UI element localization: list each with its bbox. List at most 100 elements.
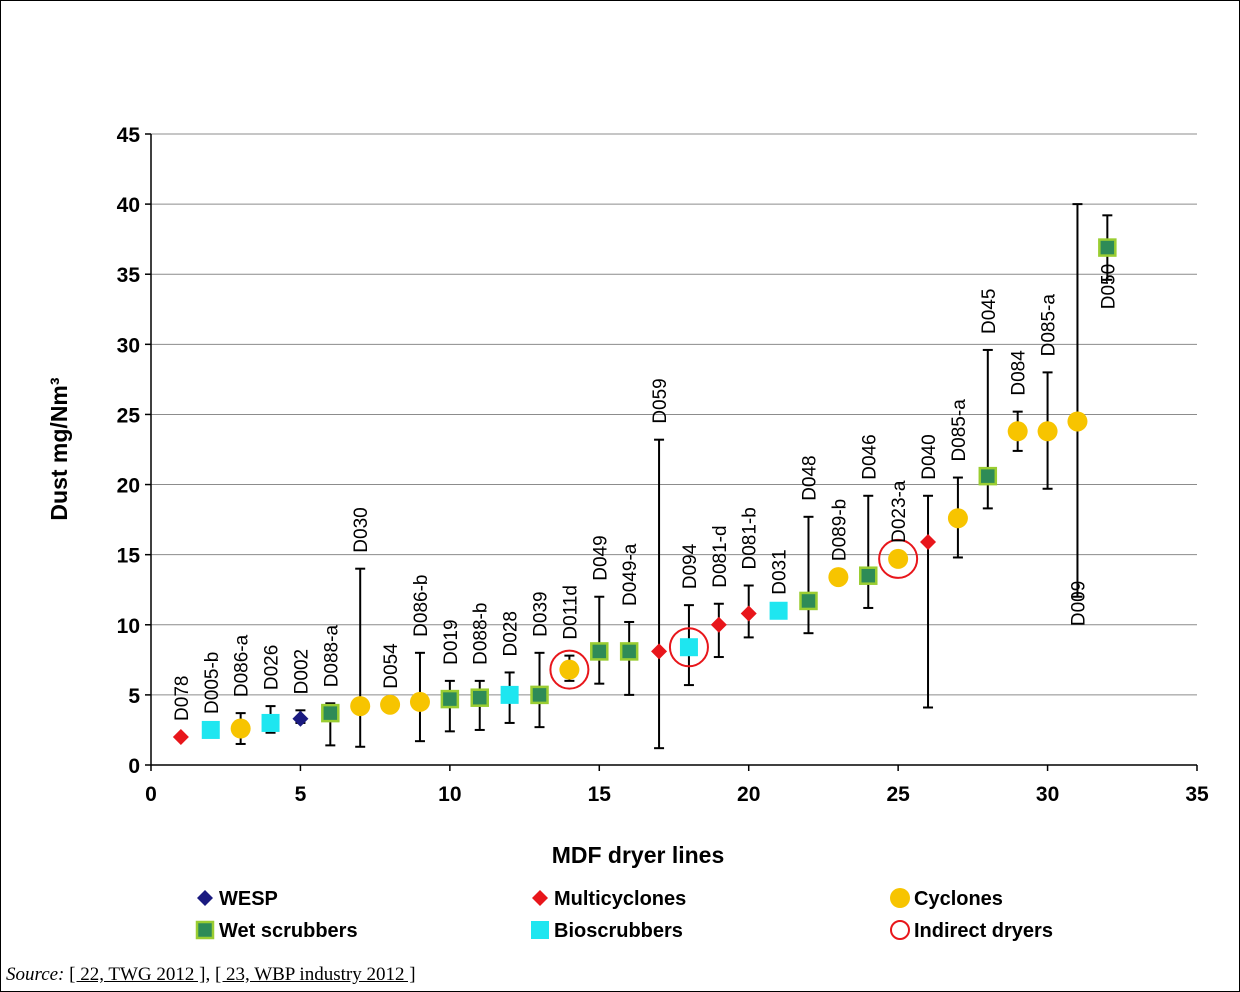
y-axis-title: Dust mg/Nm³ [46,377,72,520]
data-point-32 [1098,238,1117,257]
data-point-8 [380,694,401,715]
point-label-8: D054 [381,643,402,689]
data-point-22 [799,591,818,611]
data-point-28 [978,466,998,486]
point-label-6: D088-a [321,625,342,688]
point-label-31: D009 [1068,581,1089,626]
legend: WESP Multicyclones Cyclones Wet scrubbers Bi… [195,888,1053,942]
point-label-2: D005-b [202,652,223,714]
indirect-dryer-ring-25 [878,538,919,579]
data-point-3 [230,718,251,739]
indirect-dryer-ring-14 [549,649,590,690]
data-point-4 [261,713,280,732]
point-label-7: D030 [351,507,372,552]
point-label-20: D081-b [740,507,761,569]
legend-label-bioscrubbers: Bioscrubbers [554,920,683,942]
source-ref-2[interactable]: [ 23, WBP industry 2012 ] [214,964,416,985]
data-point-27 [947,508,968,529]
y-tick-label-15: 15 [117,545,141,568]
data-point-17 [651,643,668,660]
grid-lines [151,133,1197,696]
data-point-12 [500,685,519,704]
point-label-26: D040 [919,434,940,479]
legend-label-wet_scrubbers: Wet scrubbers [219,920,358,942]
data-point-1 [172,728,189,745]
x-tick-label-15: 15 [588,783,612,806]
y-tick-label-5: 5 [128,685,140,708]
x-tick-label-35: 35 [1185,783,1209,806]
data-point-29 [1007,421,1028,442]
point-label-13: D039 [531,591,552,636]
legend-marker-indirect_dryers [890,920,910,940]
legend-label-multicyclones: Multicyclones [554,888,686,910]
data-point-14 [559,659,580,680]
point-label-21: D031 [770,549,791,594]
y-tick-label-35: 35 [117,264,141,287]
point-label-16: D049-a [620,543,641,606]
y-tick-label-45: 45 [117,124,141,147]
point-label-11: D088-b [471,603,492,665]
data-point-21 [769,601,788,620]
data-point-30 [1037,421,1058,442]
legend-marker-wesp [197,890,213,906]
data-point-7 [350,696,371,717]
legend-label-indirect_dryers: Indirect dryers [914,920,1053,942]
data-point-2 [201,720,220,739]
legend-label-wesp: WESP [219,888,278,910]
data-point-5 [292,710,309,727]
point-label-19: D081-d [710,525,731,587]
data-point-24 [859,566,878,585]
indirect-dryer-ring-18 [668,627,709,668]
y-tick-label-25: 25 [117,404,141,427]
data-point-31 [1067,411,1088,432]
data-point-13 [530,685,549,705]
source-separator: , [205,964,215,985]
source-ref-1[interactable]: [ 22, TWG 2012 ] [69,964,206,985]
point-label-29: D084 [1009,350,1030,396]
point-label-5: D002 [291,649,312,694]
y-tick-label-30: 30 [117,334,140,357]
data-point-16 [619,642,639,661]
y-tick-label-40: 40 [117,194,140,217]
point-label-22: D048 [799,455,820,500]
data-point-6 [321,703,340,723]
point-label-17: D059 [650,378,671,423]
x-axis-title: MDF dryer lines [552,842,725,868]
point-label-15: D049 [590,535,611,580]
x-tick-label-5: 5 [295,783,307,806]
data-point-18 [679,638,698,657]
legend-marker-cyclones [890,888,910,908]
data-point-20 [740,605,757,622]
point-label-18: D094 [680,543,701,589]
x-tick-label-25: 25 [886,783,910,806]
point-label-25: D023-a [889,480,910,543]
point-label-24: D046 [859,434,880,479]
point-labels: D078 D005-b D086-a D026 D002 D088-a D030 D054 D0… [172,264,1119,721]
point-label-30: D085-a [1039,294,1060,357]
source-label: Source: [6,964,65,985]
x-tick-label-30: 30 [1036,783,1059,806]
point-label-10: D019 [441,619,462,664]
point-label-27: D085-a [949,399,970,462]
point-label-4: D026 [262,645,283,690]
point-label-9: D086-b [411,574,432,636]
legend-marker-multicyclones [532,890,548,906]
y-tick-label-10: 10 [117,615,140,638]
x-tick-label-0: 0 [145,783,157,806]
point-label-28: D045 [979,289,1000,334]
point-label-12: D028 [501,611,522,656]
data-point-19 [710,616,727,633]
data-point-26 [920,534,937,551]
data-point-25 [888,548,909,569]
point-label-1: D078 [172,676,193,721]
point-label-32: D050 [1098,264,1119,309]
axes: 0 5 10 15 20 25 30 35 40 45 0 5 10 15 20 25 30 35 [117,124,1209,806]
point-label-14: D011d [560,585,581,640]
data-point-23 [828,567,849,588]
y-tick-label-0: 0 [128,755,140,778]
data-points [172,238,1117,745]
legend-label-cyclones: Cyclones [914,888,1003,910]
y-tick-label-20: 20 [117,475,140,498]
legend-marker-bioscrubbers [531,921,549,939]
